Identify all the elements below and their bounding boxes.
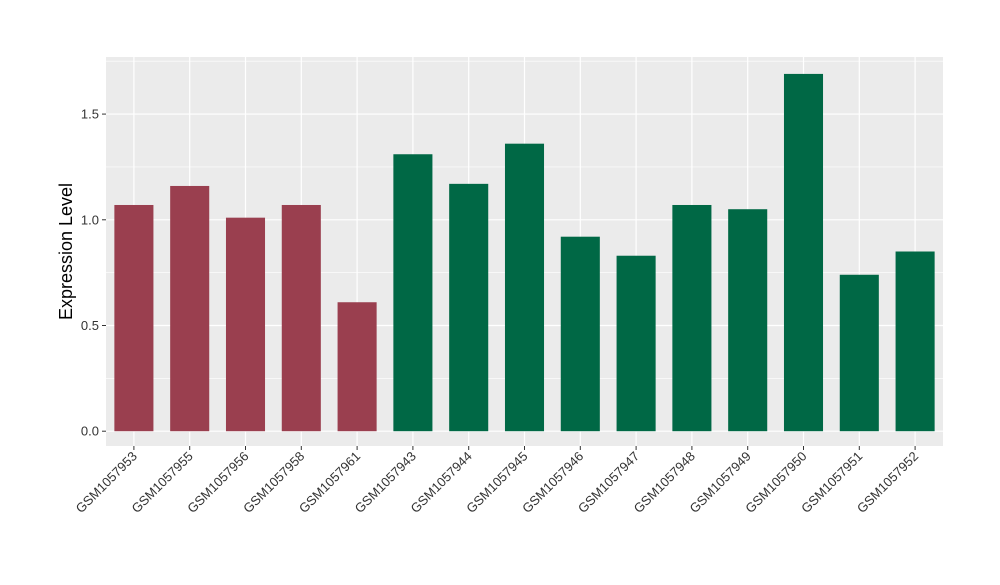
bar-GSM1057946: [560, 236, 600, 432]
bar-GSM1057948: [672, 204, 712, 432]
y-axis: 0.0 0.5 1.0 1.5: [81, 107, 106, 439]
y-tick-label: 1.0: [81, 212, 99, 227]
bar-GSM1057958: [281, 204, 321, 432]
bar-GSM1057947: [616, 255, 656, 432]
bars: [114, 73, 935, 432]
bar-GSM1057952: [895, 251, 935, 432]
bar-GSM1057949: [728, 209, 768, 432]
bar-GSM1057953: [114, 204, 154, 432]
y-tick-label: 0.5: [81, 318, 99, 333]
y-tick-label: 0.0: [81, 424, 99, 439]
y-axis-title: Expression Level: [56, 183, 76, 320]
bar-GSM1057945: [504, 143, 545, 432]
bar-GSM1057955: [170, 185, 210, 432]
bar-GSM1057944: [449, 183, 489, 432]
y-tick-label: 1.5: [81, 107, 99, 122]
bar-GSM1057943: [393, 154, 433, 432]
bar-GSM1057950: [783, 73, 824, 432]
x-axis: GSM1057953GSM1057955GSM1057956GSM1057958…: [73, 446, 921, 516]
bar-GSM1057951: [839, 274, 879, 432]
bar-GSM1057956: [225, 217, 266, 432]
bar-GSM1057961: [337, 302, 377, 432]
